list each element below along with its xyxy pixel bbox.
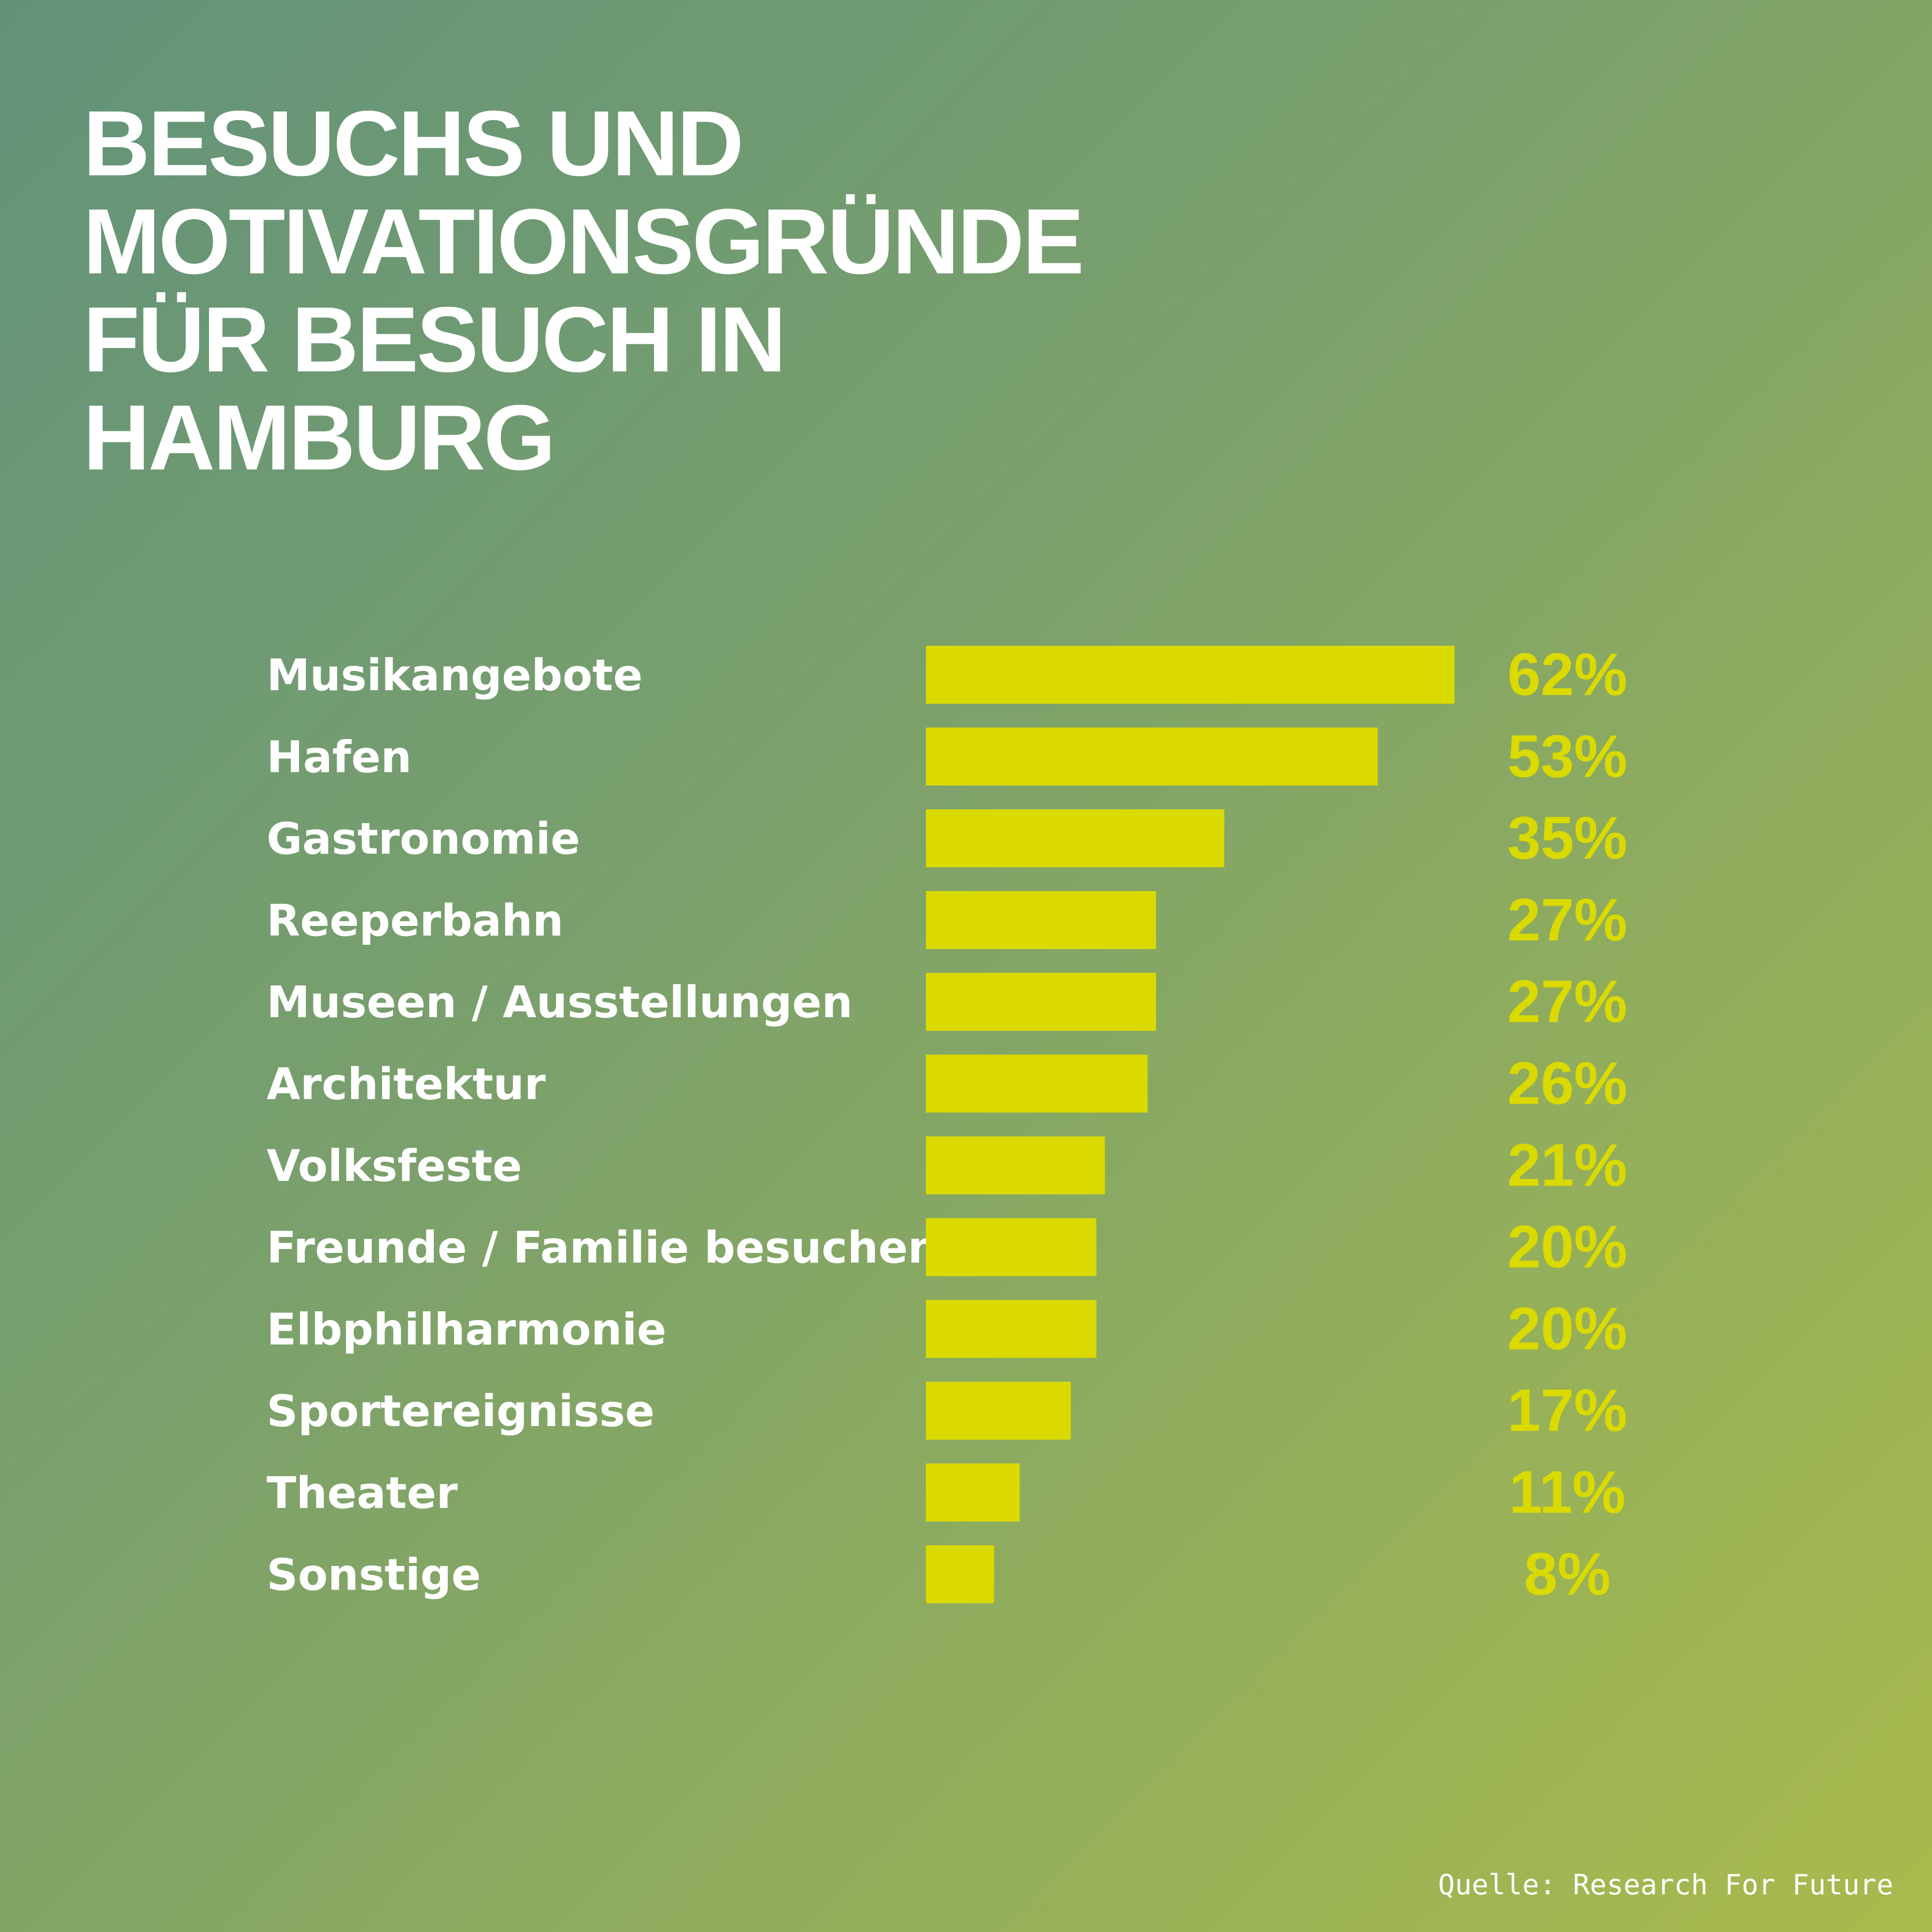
value-label: 27% [1507,887,1627,953]
title-line: FÜR BESUCH IN [83,287,786,391]
category-label: Musikangebote [267,650,643,701]
bar [926,809,1224,867]
value-label: 11% [1509,1459,1625,1526]
bar [926,1300,1096,1358]
title-line: BESUCHS UND [83,91,744,195]
bar [926,1463,1020,1521]
value-label: 17% [1507,1378,1627,1444]
bar [926,727,1378,786]
category-label: Reeperbahn [267,895,564,946]
value-label: 27% [1507,968,1627,1035]
bar [926,1218,1096,1277]
value-label: 62% [1507,641,1627,708]
value-label: 35% [1507,805,1627,872]
category-label: Sportereignisse [267,1386,654,1437]
value-label: 20% [1507,1295,1627,1362]
category-label: Gastronomie [267,814,580,865]
value-label: 20% [1507,1214,1627,1280]
bar [926,891,1156,949]
category-label: Architektur [267,1059,546,1110]
title-line: MOTIVATIONSGRÜNDE [83,189,1084,293]
bar [926,646,1455,704]
title-line: HAMBURG [83,385,556,489]
bar [926,1381,1071,1440]
category-label: Elbphilharmonie [267,1304,667,1355]
bar [926,1545,994,1604]
category-label: Theater [267,1468,458,1519]
bar [926,1136,1105,1194]
value-label: 8% [1524,1541,1610,1607]
chart-title: BESUCHS UND MOTIVATIONSGRÜNDE FÜR BESUCH… [83,91,1084,489]
value-label: 26% [1507,1051,1627,1117]
bar [926,973,1156,1031]
value-label: 21% [1507,1132,1627,1199]
source-note: Quelle: Research For Future [1438,1868,1893,1901]
category-label: Volksfeste [267,1141,522,1192]
category-label: Hafen [267,732,412,782]
bar [926,1054,1148,1113]
category-label: Sonstige [267,1549,481,1600]
category-label: Freunde / Familie besuchen [267,1222,939,1273]
category-label: Museen / Ausstellungen [267,977,852,1028]
value-label: 53% [1507,723,1627,790]
